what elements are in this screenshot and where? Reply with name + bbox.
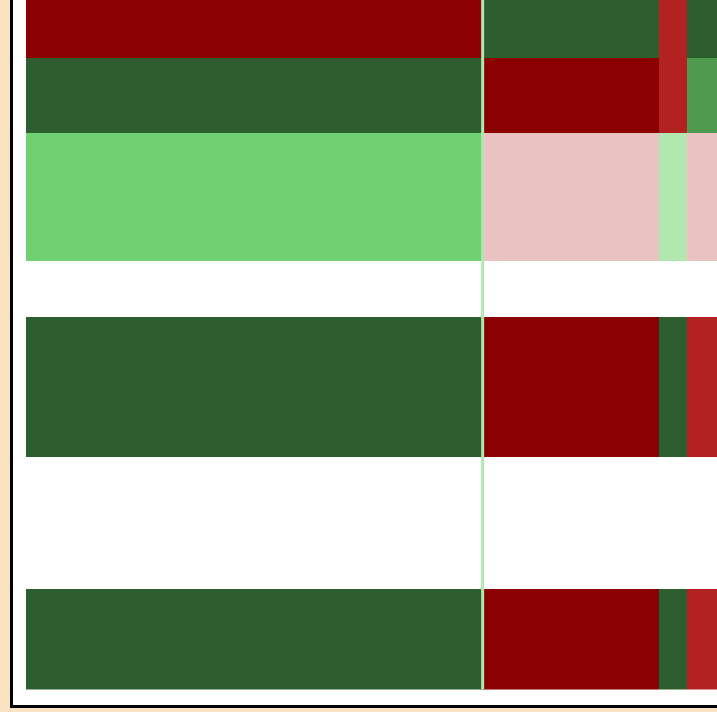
heatmap-cell-R1-A bbox=[26, 0, 313, 59]
heatmap-cell-R4-D bbox=[658, 261, 688, 318]
heatmap-cell-R3-A bbox=[26, 133, 313, 262]
heatmap-cell-R4-B bbox=[312, 261, 484, 318]
heatmap-cell-R4-C bbox=[482, 261, 660, 318]
heatmap-cell-R2-A bbox=[26, 58, 313, 134]
heatmap-cell-R5-D bbox=[658, 317, 688, 458]
heatmap-cell-R7-D bbox=[658, 589, 688, 690]
heatmap-cell-R1-E bbox=[686, 0, 717, 59]
heatmap-cell-R5-C bbox=[482, 317, 660, 458]
heatmap-cell-R2-E bbox=[686, 58, 717, 134]
heatmap-cell-R4-A bbox=[26, 261, 313, 318]
heatmap-cell-R7-B bbox=[312, 589, 484, 690]
heatmap-cell-R5-A bbox=[26, 317, 313, 458]
heatmap-cell-R3-E bbox=[686, 133, 717, 262]
heatmap-cell-R4-E bbox=[686, 261, 717, 318]
heatmap-cell-R5-B bbox=[312, 317, 484, 458]
heatmap-cell-R7-A bbox=[26, 589, 313, 690]
heatmap-cell-R2-B bbox=[312, 58, 484, 134]
heatmap-cell-R3-B bbox=[312, 133, 484, 262]
heatmap-cell-R7-C bbox=[482, 589, 660, 690]
heatmap-cell-R6-B bbox=[312, 457, 484, 590]
heatmap-cell-R1-C bbox=[482, 0, 660, 59]
heatmap-cell-R6-C bbox=[482, 457, 660, 590]
heatmap-cell-R2-C bbox=[482, 58, 660, 134]
heatmap-cell-R5-E bbox=[686, 317, 717, 458]
heatmap-cell-R7-E bbox=[686, 589, 717, 690]
heatmap-cell-R6-A bbox=[26, 457, 313, 590]
heatmap-cell-R2-D bbox=[658, 58, 688, 134]
heatmap-cell-R1-D bbox=[658, 0, 688, 59]
heatmap-panel bbox=[10, 0, 717, 708]
heatmap-cell-R1-B bbox=[312, 0, 484, 59]
heatmap-cell-R6-E bbox=[686, 457, 717, 590]
heatmap-cell-R3-D bbox=[658, 133, 688, 262]
heatmap-cell-R3-C bbox=[482, 133, 660, 262]
heatmap bbox=[26, 0, 717, 690]
heatmap-cell-R6-D bbox=[658, 457, 688, 590]
